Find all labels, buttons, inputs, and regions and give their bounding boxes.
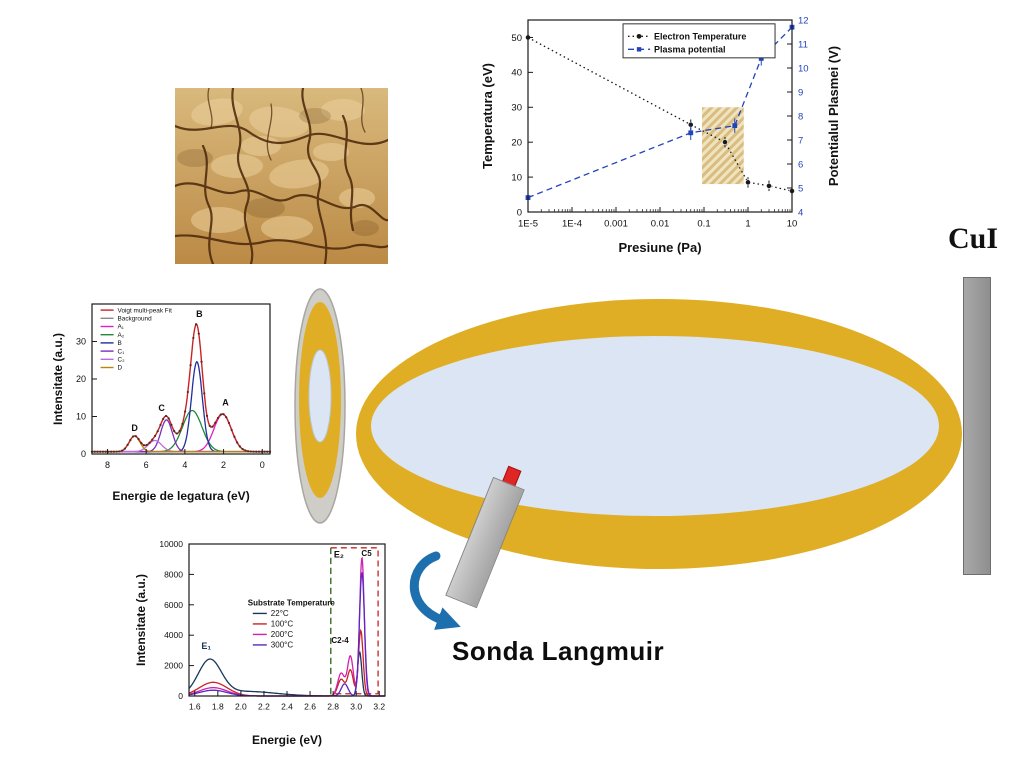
svg-text:10: 10 [511,172,522,183]
svg-text:A₂: A₂ [118,332,125,339]
svg-text:C₂: C₂ [118,357,126,364]
svg-text:Substrate Temperature: Substrate Temperature [248,599,336,608]
svg-text:30: 30 [76,337,86,347]
svg-text:0.01: 0.01 [651,219,670,230]
svg-text:8: 8 [105,460,110,470]
svg-text:4: 4 [182,460,187,470]
svg-text:10: 10 [76,412,86,422]
svg-text:3.2: 3.2 [373,702,385,712]
svg-text:1E-4: 1E-4 [562,219,582,230]
rotation-arrow-icon [398,548,490,645]
svg-text:0: 0 [81,449,86,459]
svg-text:Background: Background [118,316,153,323]
svg-text:3.0: 3.0 [350,702,362,712]
svg-text:22°C: 22°C [271,609,289,618]
svg-text:0: 0 [260,460,265,470]
svg-text:10: 10 [798,63,809,74]
cui-substrate-bar [963,277,991,575]
svg-text:Potentialul Plasmei (V): Potentialul Plasmei (V) [826,46,841,186]
svg-text:A₁: A₁ [118,324,124,331]
svg-text:4000: 4000 [164,630,183,640]
svg-text:2.4: 2.4 [281,702,293,712]
svg-text:B: B [196,309,203,319]
svg-text:100°C: 100°C [271,620,294,629]
svg-text:Temperatura (eV): Temperatura (eV) [480,63,495,169]
svg-text:A: A [222,397,229,407]
svg-text:50: 50 [511,33,522,44]
sonda-langmuir-label: Sonda Langmuir [452,636,665,666]
svg-text:2.6: 2.6 [304,702,316,712]
afm-image [173,86,390,266]
pl-spectrum-chart: 1.6 1.8 2.0 2.2 2.4 2.6 2.8 3.0 3.2 0 2000 4000 6000… [131,536,395,755]
svg-text:D: D [131,423,138,433]
svg-text:8: 8 [798,111,803,122]
svg-text:6000: 6000 [164,600,183,610]
svg-text:8000: 8000 [164,569,183,579]
svg-text:12: 12 [798,15,809,26]
svg-text:30: 30 [511,103,522,114]
svg-text:0.001: 0.001 [604,219,628,230]
svg-text:Voigt multi-peak Fit: Voigt multi-peak Fit [118,307,173,314]
svg-text:10000: 10000 [159,539,183,549]
svg-text:7: 7 [798,135,803,146]
svg-text:10: 10 [787,219,798,230]
svg-text:2: 2 [221,460,226,470]
svg-text:300°C: 300°C [271,641,294,650]
svg-text:Electron Temperature: Electron Temperature [654,31,746,41]
svg-text:C5: C5 [361,549,372,558]
afm-texture [173,86,390,266]
svg-text:C2-4: C2-4 [331,636,349,645]
svg-text:20: 20 [76,374,86,384]
svg-text:11: 11 [798,39,808,50]
svg-text:0: 0 [517,207,522,218]
svg-text:D: D [118,365,123,372]
svg-text:Energie (eV): Energie (eV) [252,733,322,747]
svg-text:20: 20 [511,138,522,149]
svg-text:4: 4 [798,207,803,218]
svg-text:1.6: 1.6 [189,702,201,712]
svg-text:2000: 2000 [164,661,183,671]
plasma-parameters-chart: 1E-5 1E-4 0.001 0.01 0.1 1 10 0 10 20 30 40 50 4 5 6 7 8 9… [478,8,846,263]
svg-text:1: 1 [745,219,750,230]
svg-text:2.0: 2.0 [235,702,247,712]
svg-text:Plasma potential: Plasma potential [654,44,726,54]
svg-text:Intensitate (a.u.): Intensitate (a.u.) [51,333,65,425]
svg-text:2.8: 2.8 [327,702,339,712]
svg-text:Presiune (Pa): Presiune (Pa) [618,240,701,255]
svg-text:40: 40 [511,68,522,79]
svg-text:9: 9 [798,87,803,98]
svg-text:200°C: 200°C [271,630,294,639]
svg-text:6: 6 [144,460,149,470]
svg-text:6: 6 [798,159,803,170]
cui-label: CuI [948,222,999,255]
svg-text:E₂: E₂ [334,550,344,560]
svg-text:1.8: 1.8 [212,702,224,712]
svg-text:5: 5 [798,183,803,194]
plasma-window-torus [293,286,347,531]
svg-text:2.2: 2.2 [258,702,270,712]
svg-text:0: 0 [178,691,183,701]
svg-text:1E-5: 1E-5 [518,219,538,230]
svg-text:C₁: C₁ [118,348,125,355]
svg-text:E₁: E₁ [201,641,211,651]
svg-text:Intensitate (a.u.): Intensitate (a.u.) [134,574,148,666]
xps-spectrum-chart: 8 6 4 2 0 0 10 20 30 Energie de legatura (eV) Inte… [50,296,280,511]
svg-text:C: C [158,403,165,413]
svg-text:0.1: 0.1 [697,219,710,230]
plasma-chamber-ellipse [352,296,966,577]
svg-text:B: B [118,340,122,347]
svg-text:Energie de legatura (eV): Energie de legatura (eV) [112,489,249,503]
